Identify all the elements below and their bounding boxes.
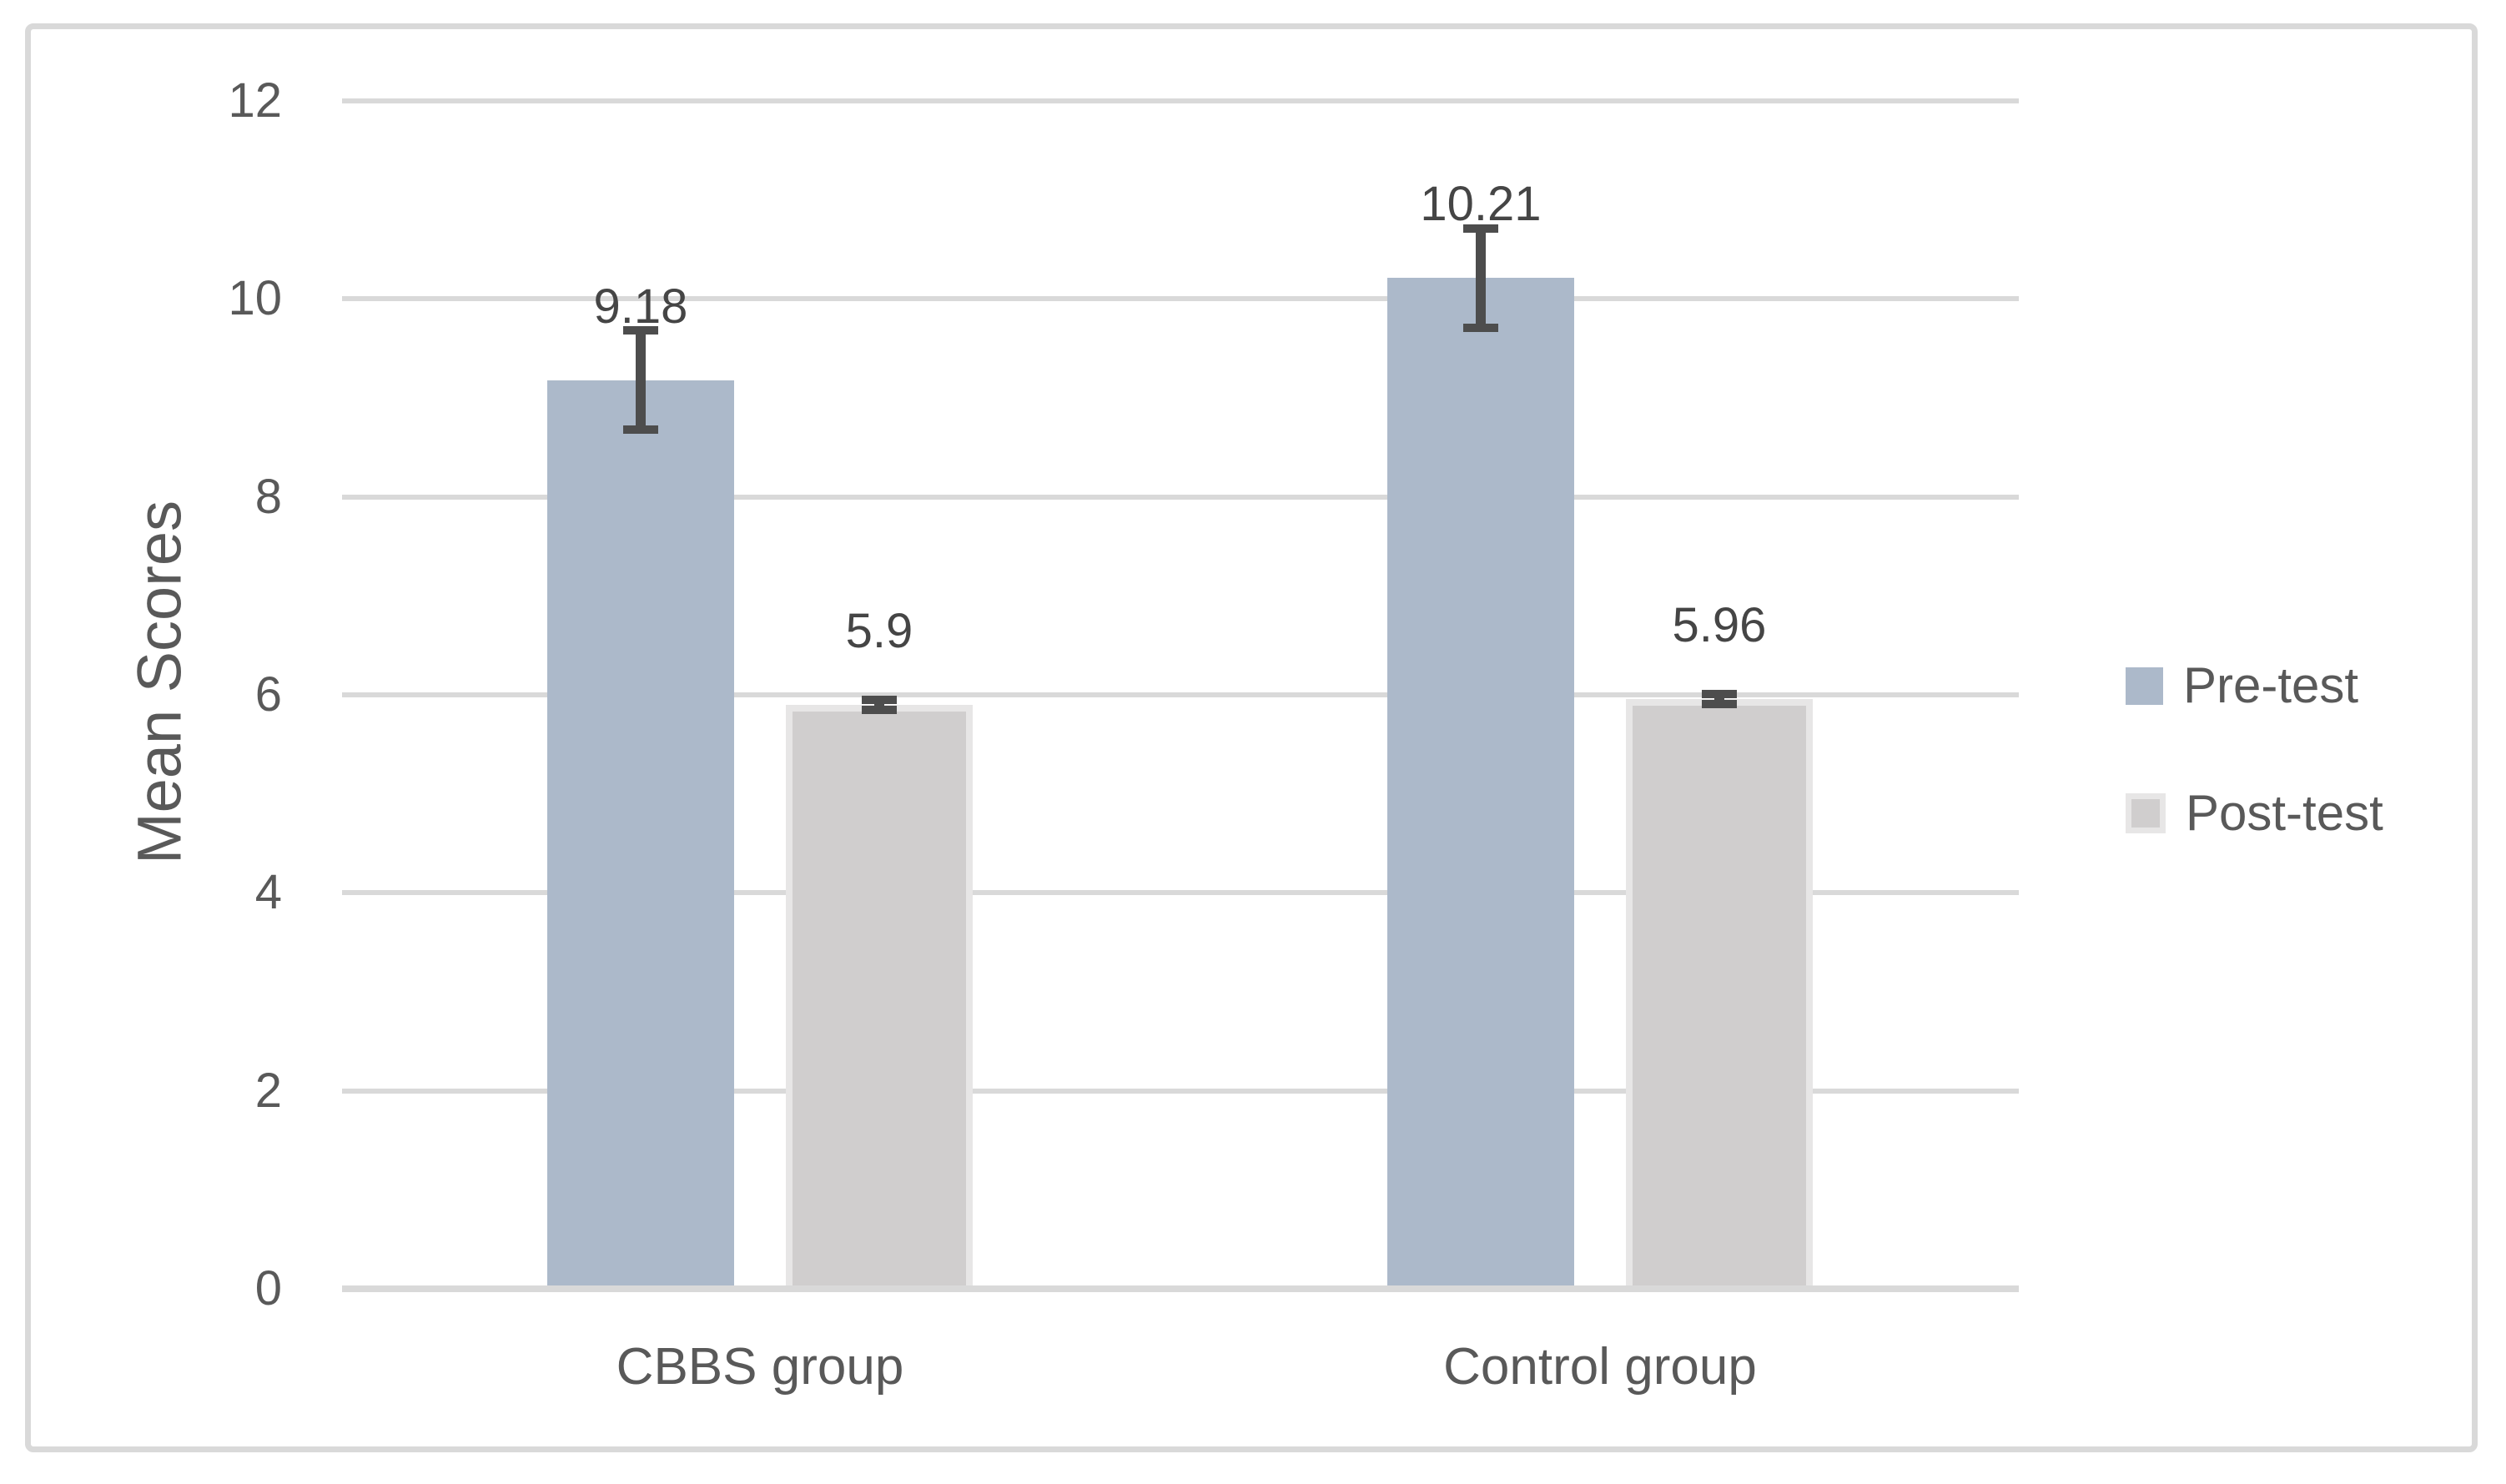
gridline-10 (342, 296, 2019, 302)
y-tick-label-12: 12 (228, 73, 282, 128)
bar-pre-test-control-group (1387, 278, 1574, 1292)
x-axis-line (342, 1285, 2019, 1292)
pre-test-swatch-icon (2126, 667, 2163, 705)
y-tick-label-4: 4 (254, 865, 282, 920)
bar-post-test-control-group (1626, 698, 1813, 1292)
x-axis-label-control-group: Control group (1443, 1338, 1757, 1396)
y-tick-label-6: 6 (254, 667, 282, 722)
y-tick-label-10: 10 (228, 271, 282, 326)
gridline-12 (342, 98, 2019, 103)
legend-item-post-test: Post-test (2126, 788, 2383, 838)
bar-post-test-cbbs-group (786, 704, 973, 1292)
data-label-pre-test-cbbs-group: 9.18 (593, 279, 688, 334)
gridline-4 (342, 890, 2019, 896)
gridline-6 (342, 692, 2019, 697)
bar-pre-test-cbbs-group (547, 380, 734, 1292)
x-axis-label-cbbs-group: CBBS group (616, 1338, 904, 1396)
post-test-swatch-icon (2126, 793, 2166, 833)
legend: Pre-test Post-test (2126, 661, 2383, 838)
y-tick-label-0: 0 (254, 1261, 282, 1315)
chart-border-frame (25, 23, 2478, 1452)
data-label-post-test-cbbs-group: 5.9 (845, 603, 913, 658)
data-label-post-test-control-group: 5.96 (1672, 597, 1767, 652)
legend-item-pre-test: Pre-test (2126, 661, 2383, 711)
y-tick-label-8: 8 (254, 469, 282, 524)
gridline-8 (342, 494, 2019, 500)
y-tick-label-2: 2 (254, 1063, 282, 1118)
data-label-pre-test-control-group: 10.21 (1420, 177, 1542, 232)
legend-label-pre-test: Pre-test (2183, 657, 2359, 713)
gridline-2 (342, 1088, 2019, 1094)
legend-label-post-test: Post-test (2186, 785, 2383, 841)
